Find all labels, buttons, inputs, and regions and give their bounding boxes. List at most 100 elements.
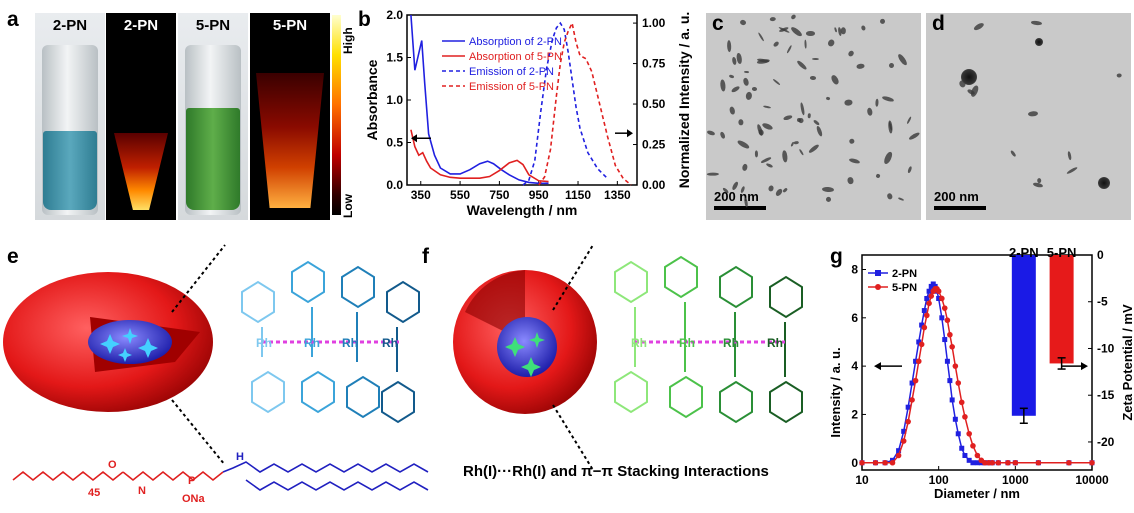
spherical-nanoparticle xyxy=(1098,176,1111,189)
nanoparticle xyxy=(772,78,781,86)
nanoparticle xyxy=(766,162,774,168)
legend-marker xyxy=(875,284,881,290)
nanoparticle xyxy=(840,26,847,34)
nanoparticle xyxy=(830,73,841,86)
plot-frame xyxy=(861,254,1093,471)
data-point xyxy=(949,343,955,350)
y-tick-label: 0 xyxy=(851,456,858,470)
nanoparticle xyxy=(896,52,909,66)
series-line xyxy=(410,129,549,183)
y2-axis-label: Normalized Intensity / a. u. xyxy=(676,12,692,189)
nanoparticle xyxy=(906,165,913,174)
y-tick-label: 8 xyxy=(851,262,858,276)
nanoparticle xyxy=(762,105,772,110)
panel-label-b: b xyxy=(358,8,371,31)
nanoparticle xyxy=(972,21,985,32)
x-tick-label: 10000 xyxy=(1075,473,1109,487)
nanoparticle xyxy=(738,118,744,126)
formula-ona: ONa xyxy=(182,493,206,505)
data-point xyxy=(928,293,935,299)
data-point xyxy=(952,416,958,422)
right-axis-arrowhead xyxy=(1081,362,1088,371)
series-line xyxy=(538,20,632,186)
nanoparticle xyxy=(874,172,881,179)
scale-bar: 200 nm xyxy=(934,189,986,210)
data-point xyxy=(1035,459,1042,466)
panel-label-g: g xyxy=(830,245,843,268)
data-point xyxy=(912,377,919,384)
rh-chain-structure-e: Rh Rh Rh Rh xyxy=(241,260,420,424)
rh-label: Rh xyxy=(256,336,272,350)
nanoparticle xyxy=(774,187,784,198)
data-point xyxy=(918,341,925,348)
nanoparticle xyxy=(772,40,781,48)
data-point xyxy=(935,288,942,295)
nanoparticle xyxy=(1116,73,1122,78)
y2-tick-label: 0.50 xyxy=(642,97,666,111)
zeta-bar-label: 2-PN xyxy=(1009,245,1039,260)
data-point xyxy=(939,295,945,302)
nanoparticle xyxy=(822,186,835,193)
zoom-lines-e xyxy=(171,244,226,466)
data-point xyxy=(949,397,955,403)
formula-p: P xyxy=(188,475,195,487)
nanoparticle xyxy=(796,117,801,122)
nanoparticle xyxy=(794,140,800,145)
ellipsoid-nanoparticle xyxy=(3,272,213,412)
nanoparticle xyxy=(1065,166,1078,175)
nanoparticle xyxy=(905,115,912,124)
rh-label: Rh xyxy=(679,336,695,350)
nanoparticle xyxy=(728,74,735,80)
y-tick-label: 2 xyxy=(851,407,858,421)
data-point xyxy=(982,459,988,466)
nanoparticle xyxy=(848,157,861,164)
nanoparticle xyxy=(856,63,865,70)
nanoparticle xyxy=(847,137,855,145)
data-point xyxy=(989,459,996,466)
nanoparticle xyxy=(882,151,894,166)
data-point xyxy=(924,295,930,301)
data-point xyxy=(936,295,942,301)
formula-o: O xyxy=(108,459,117,471)
data-point xyxy=(970,460,976,466)
nanoparticle xyxy=(718,131,726,140)
nanoparticle xyxy=(782,114,793,121)
nanoparticle xyxy=(1027,110,1038,118)
x-tick-label: 550 xyxy=(450,188,470,202)
data-point xyxy=(919,322,925,328)
data-point xyxy=(939,315,945,321)
y2-tick-label: -10 xyxy=(1097,341,1115,355)
nanoparticle xyxy=(719,79,726,92)
nanoparticle xyxy=(1009,150,1016,157)
nanoparticle xyxy=(812,58,820,61)
colorbar-low-label: Low xyxy=(341,194,355,218)
data-point xyxy=(947,378,953,384)
nanoparticle xyxy=(812,119,820,127)
peg-lipid-formula: 45 O N P ONa H xyxy=(12,451,429,505)
data-point xyxy=(926,300,932,307)
data-point xyxy=(921,324,928,331)
legend-label: Absorption of 5-PN xyxy=(469,51,562,63)
vial-label: 5-PN xyxy=(272,17,308,34)
rh-label: Rh xyxy=(304,336,320,350)
y-tick-label: 4 xyxy=(851,359,858,373)
data-point xyxy=(970,443,976,449)
nanoparticle xyxy=(803,39,807,49)
data-point xyxy=(882,459,888,466)
rh-label: Rh xyxy=(382,336,398,350)
nanoparticle xyxy=(754,150,759,158)
data-point xyxy=(966,457,972,463)
vial-2pn-daylight: 2-PN xyxy=(35,13,105,220)
spherical-nanoparticle xyxy=(960,68,977,85)
nanoparticle xyxy=(969,84,980,98)
x-tick-label: 10 xyxy=(855,473,869,487)
legend-marker xyxy=(875,270,881,276)
nanoparticle xyxy=(807,143,820,154)
data-point xyxy=(909,397,915,403)
data-point xyxy=(901,428,907,434)
scale-bar-label: 200 nm xyxy=(714,189,759,204)
data-point xyxy=(900,438,907,444)
nanoparticle xyxy=(847,176,855,186)
data-point xyxy=(872,459,879,466)
rh-label: Rh xyxy=(342,336,358,350)
